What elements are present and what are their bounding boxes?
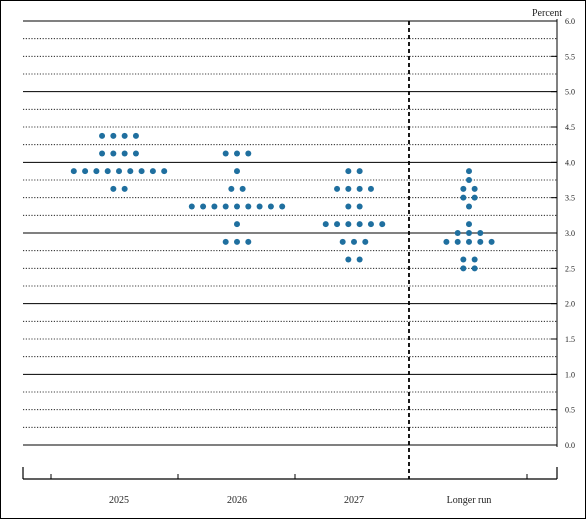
participant-dot	[471, 256, 478, 263]
participant-dot	[239, 185, 246, 192]
participant-dot	[454, 230, 461, 236]
participant-dot	[110, 185, 117, 192]
participant-dot	[466, 177, 472, 183]
y-tick-label: 1.5	[565, 335, 575, 344]
participant-dot	[454, 238, 461, 245]
participant-dot	[379, 221, 386, 228]
y-tick-label: 5.5	[565, 52, 575, 61]
y-tick-label: 0.5	[565, 406, 575, 415]
participant-dot	[367, 221, 374, 228]
participant-dot	[211, 203, 218, 210]
participant-dot	[70, 168, 77, 175]
participant-dot	[138, 168, 145, 175]
participant-dot	[477, 230, 484, 236]
participant-dot	[356, 168, 363, 175]
unit-label: Percent	[532, 8, 562, 19]
participant-dot	[362, 238, 369, 245]
y-tick-label: 0.0	[565, 441, 575, 450]
y-tick-label: 4.0	[565, 158, 575, 167]
participant-dot	[99, 150, 106, 157]
participant-dot	[234, 150, 240, 157]
participant-dot	[234, 168, 240, 175]
participant-dot	[116, 168, 122, 175]
participant-dot	[466, 168, 472, 175]
participant-dot	[234, 203, 240, 210]
participant-dot	[121, 132, 128, 139]
participant-dot	[443, 238, 450, 245]
participant-dot	[339, 238, 346, 245]
participant-dot	[471, 185, 478, 192]
category-label: 2027	[344, 495, 364, 506]
participant-dot	[82, 168, 89, 175]
y-tick-label: 4.5	[565, 123, 575, 132]
y-tick-label: 6.0	[565, 17, 575, 26]
participant-dot	[234, 221, 240, 228]
participant-dot	[460, 194, 467, 201]
participant-dot	[466, 230, 472, 236]
y-tick-label: 3.0	[565, 229, 575, 238]
category-label: 2026	[227, 495, 247, 506]
participant-dot	[149, 168, 156, 175]
participant-dot	[466, 238, 472, 245]
participant-dot	[345, 221, 352, 228]
participant-dot	[99, 132, 106, 139]
participant-dot	[356, 221, 363, 228]
participant-dot	[121, 150, 128, 157]
participant-dot	[488, 238, 495, 245]
participant-dot	[334, 221, 341, 228]
participant-dot	[356, 256, 363, 263]
participant-dot	[345, 256, 352, 263]
participant-dot	[222, 238, 229, 245]
participant-dot	[200, 203, 207, 210]
participant-dot	[460, 265, 467, 272]
participant-dot	[245, 238, 252, 245]
participant-dot	[110, 132, 117, 139]
participant-dot	[477, 238, 484, 245]
category-label: 2025	[109, 495, 129, 506]
participant-dot	[256, 203, 263, 210]
participant-dot	[267, 203, 274, 210]
participant-dot	[345, 168, 352, 175]
participant-dot	[234, 238, 240, 245]
y-tick-label: 5.0	[565, 88, 575, 97]
y-tick-label: 1.0	[565, 370, 575, 379]
participant-dot	[345, 185, 352, 192]
participant-dot	[132, 132, 139, 139]
participant-dot	[471, 194, 478, 201]
participant-dot	[121, 185, 128, 192]
participant-dot	[322, 221, 329, 228]
participant-dot	[222, 150, 229, 157]
participant-dot	[161, 168, 168, 175]
category-label: Longer run	[447, 495, 492, 506]
participant-dot	[127, 168, 134, 175]
participant-dot	[279, 203, 286, 210]
participant-dot	[93, 168, 100, 175]
participant-dot	[132, 150, 139, 157]
participant-dot	[110, 150, 117, 157]
participant-dot	[356, 185, 363, 192]
participant-dot	[345, 203, 352, 210]
participant-dot	[367, 185, 374, 192]
participant-dot	[460, 256, 467, 263]
participant-dot	[228, 185, 235, 192]
y-tick-label: 2.5	[565, 264, 575, 273]
participant-dot	[466, 221, 472, 228]
participant-dot	[334, 185, 341, 192]
participant-dot	[104, 168, 111, 175]
participant-dot	[222, 203, 229, 210]
y-tick-label: 2.0	[565, 300, 575, 309]
participant-dot	[471, 265, 478, 272]
participant-dot	[245, 150, 252, 157]
participant-dot	[351, 238, 357, 245]
participant-dot	[356, 203, 363, 210]
participant-dot	[466, 203, 472, 210]
y-tick-label: 3.5	[565, 194, 575, 203]
participant-dot	[188, 203, 195, 210]
participant-dot	[245, 203, 252, 210]
participant-dot	[460, 185, 467, 192]
